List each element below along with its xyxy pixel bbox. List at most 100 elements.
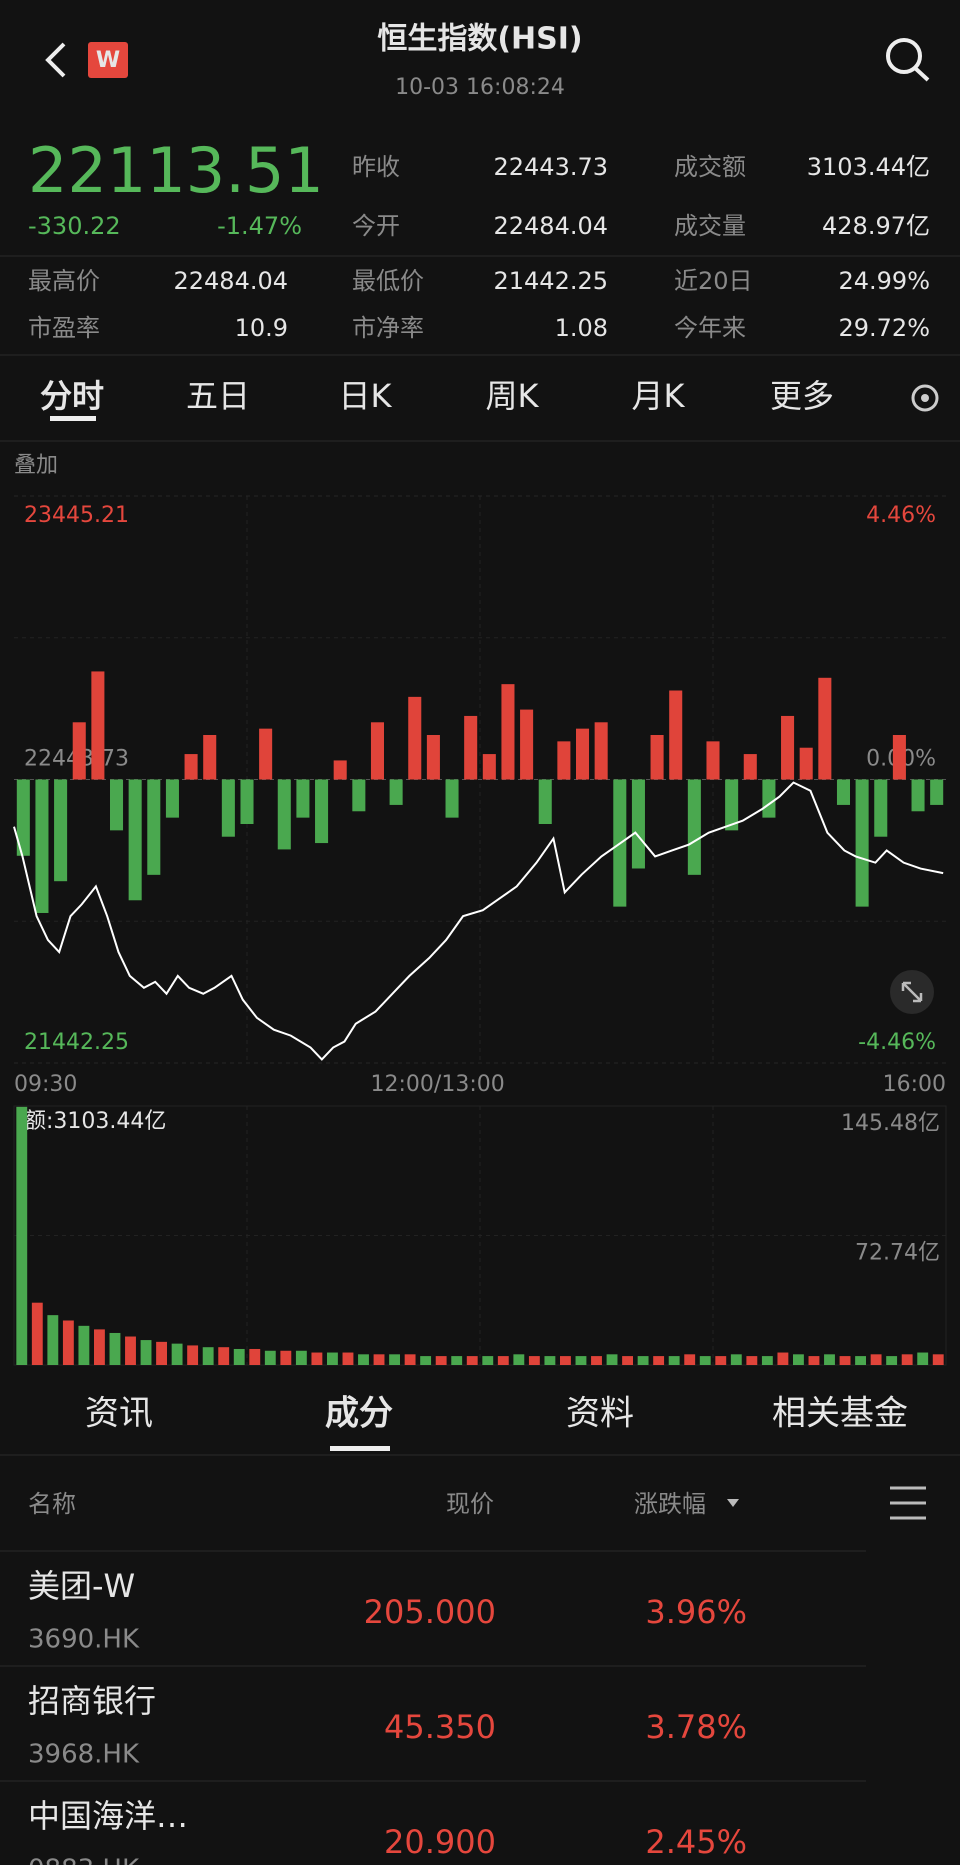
back-button[interactable] xyxy=(45,42,66,78)
volume-bar xyxy=(870,1354,882,1365)
search-button[interactable] xyxy=(886,38,930,82)
indicator-bar xyxy=(687,779,701,875)
indicator-bar xyxy=(650,735,664,780)
volume-bar xyxy=(699,1356,711,1365)
stat-label: 近20日 xyxy=(674,267,753,295)
volume-bar xyxy=(528,1356,540,1365)
indicator-bar xyxy=(426,735,440,780)
indicator-bar xyxy=(743,754,757,780)
volume-bar xyxy=(93,1329,105,1365)
indicator-bar xyxy=(930,779,944,805)
volume-bar xyxy=(855,1356,867,1365)
indicator-bar xyxy=(109,779,124,831)
price-line xyxy=(13,781,944,1061)
stat-value: 29.72% xyxy=(838,314,930,342)
volume-bar xyxy=(637,1356,649,1365)
indicator-bar xyxy=(165,779,179,818)
tab-underline xyxy=(330,1446,390,1451)
period-tab[interactable]: 更多 xyxy=(770,377,834,415)
stat-value: 22484.04 xyxy=(173,267,288,295)
indicator-bar xyxy=(482,754,496,780)
indicator-bar xyxy=(16,779,30,856)
section-tab[interactable]: 成分 xyxy=(325,1394,393,1434)
stat-value: 22443.73 xyxy=(493,153,608,181)
section-tab[interactable]: 资料 xyxy=(566,1394,634,1434)
volume-bar xyxy=(47,1315,59,1365)
stat-value: 428.97亿 xyxy=(822,212,930,240)
stock-name[interactable]: 招商银行 xyxy=(28,1682,156,1720)
menu-button[interactable] xyxy=(890,1486,926,1520)
stat-value: 24.99% xyxy=(838,267,930,295)
volume-bar xyxy=(373,1354,385,1365)
volume-bar xyxy=(358,1354,369,1365)
period-tab[interactable]: 周K xyxy=(486,377,540,415)
indicator-bar xyxy=(874,779,888,837)
volume-title: 额:3103.44亿 xyxy=(24,1109,166,1134)
x-tick-label: 12:00/13:00 xyxy=(371,1072,505,1097)
sort-indicator[interactable] xyxy=(727,1499,739,1507)
indicator-bar xyxy=(408,696,422,780)
y2-tick-label: -4.46% xyxy=(858,1030,936,1055)
tab-underline xyxy=(50,416,96,421)
section-tab[interactable]: 资讯 xyxy=(85,1394,153,1434)
volume-bar xyxy=(839,1356,851,1365)
stat-label: 市净率 xyxy=(352,314,424,342)
stat-value: 10.9 xyxy=(235,314,288,342)
column-header: 名称 xyxy=(28,1490,76,1518)
volume-bar xyxy=(62,1320,74,1365)
indicator-bar xyxy=(54,779,68,882)
stock-price: 45.350 xyxy=(384,1708,496,1746)
volume-bar xyxy=(932,1354,944,1365)
volume-bar xyxy=(389,1354,401,1365)
indicator-bar xyxy=(147,779,161,875)
column-header: 涨跌幅 xyxy=(634,1490,706,1518)
volume-bar xyxy=(684,1354,696,1365)
volume-bar xyxy=(326,1352,338,1365)
volume-bar xyxy=(16,1106,28,1365)
stock-name[interactable]: 中国海洋… xyxy=(28,1797,188,1835)
x-tick-label: 09:30 xyxy=(14,1072,77,1097)
expand-button[interactable] xyxy=(890,970,934,1014)
volume-bar xyxy=(497,1356,509,1365)
volume-bar xyxy=(451,1356,463,1365)
indicator-bar xyxy=(669,690,683,780)
indicator-bar xyxy=(892,735,906,780)
indicator-bar xyxy=(203,735,217,780)
stock-change: 3.96% xyxy=(645,1593,747,1631)
volume-bar xyxy=(917,1352,929,1365)
logo-text: W xyxy=(96,48,120,73)
stat-label: 最高价 xyxy=(28,267,100,295)
stat-value: 22484.04 xyxy=(493,212,608,240)
period-tab[interactable]: 日K xyxy=(339,377,393,415)
change: -330.22 xyxy=(28,212,121,240)
period-tab[interactable]: 五日 xyxy=(186,377,250,415)
section-tab[interactable]: 相关基金 xyxy=(772,1394,908,1434)
stock-name[interactable]: 美团-W xyxy=(28,1567,135,1605)
volume-bar xyxy=(653,1356,665,1365)
volume-bar xyxy=(187,1345,199,1365)
indicator-bar xyxy=(389,779,403,805)
volume-bar xyxy=(559,1356,571,1365)
volume-bar xyxy=(513,1354,525,1365)
indicator-bar xyxy=(91,671,105,780)
stat-label: 最低价 xyxy=(352,267,424,295)
volume-bar xyxy=(886,1356,898,1365)
indicator-bar xyxy=(128,779,142,901)
stat-value: 1.08 xyxy=(555,314,608,342)
indicator-bar xyxy=(184,754,198,780)
period-tab[interactable]: 分时 xyxy=(40,377,104,415)
indicator-bar xyxy=(538,779,552,824)
volume-bar xyxy=(404,1354,416,1365)
volume-bar xyxy=(125,1336,136,1365)
stat-label: 成交额 xyxy=(674,153,746,181)
period-tab[interactable]: 月K xyxy=(632,377,686,415)
indicator-bar xyxy=(501,684,515,780)
volume-bar xyxy=(156,1341,168,1365)
volume-bar xyxy=(591,1356,602,1365)
indicator-bar xyxy=(706,741,720,780)
settings-button[interactable] xyxy=(911,384,939,412)
logo xyxy=(88,42,128,78)
price: 22113.51 xyxy=(28,134,324,207)
y2-tick-label: 4.46% xyxy=(866,503,936,528)
